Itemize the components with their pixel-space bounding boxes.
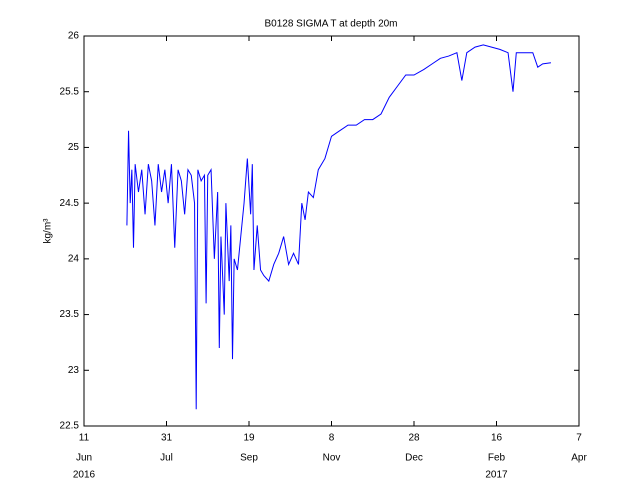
x-tick-month: Apr bbox=[571, 453, 587, 464]
y-tick-label: 24 bbox=[68, 253, 80, 264]
x-tick-label: 28 bbox=[408, 433, 420, 444]
y-tick-label: 24.5 bbox=[60, 198, 80, 209]
chart-title: B0128 SIGMA T at depth 20m bbox=[264, 19, 397, 30]
data-line bbox=[126, 44, 552, 410]
y-tick-label: 23 bbox=[68, 365, 80, 376]
x-tick-year: 2017 bbox=[485, 470, 508, 480]
y-tick-label: 25.5 bbox=[60, 86, 80, 97]
x-tick-month: Sep bbox=[240, 453, 258, 464]
x-tick-label: 11 bbox=[79, 433, 90, 444]
x-tick-label: 16 bbox=[491, 433, 503, 444]
x-tick-label: 8 bbox=[329, 433, 335, 444]
y-tick-label: 22.5 bbox=[60, 421, 80, 432]
y-tick-label: 23.5 bbox=[60, 309, 80, 320]
x-tick-month: Dec bbox=[405, 453, 423, 464]
x-tick-month: Jul bbox=[160, 453, 173, 464]
plot-area bbox=[83, 35, 580, 427]
y-tick-label: 26 bbox=[68, 31, 80, 42]
y-tick-label: 25 bbox=[68, 142, 80, 153]
x-tick-month: Jun bbox=[76, 453, 92, 464]
y-axis-label: kg/m³ bbox=[43, 218, 54, 244]
x-tick-label: 19 bbox=[243, 433, 255, 444]
x-tick-label: 7 bbox=[576, 433, 582, 444]
x-tick-month: Feb bbox=[488, 453, 506, 464]
x-tick-year: 2016 bbox=[73, 470, 96, 480]
x-tick-month: Nov bbox=[323, 453, 341, 464]
x-tick-label: 31 bbox=[161, 433, 173, 444]
